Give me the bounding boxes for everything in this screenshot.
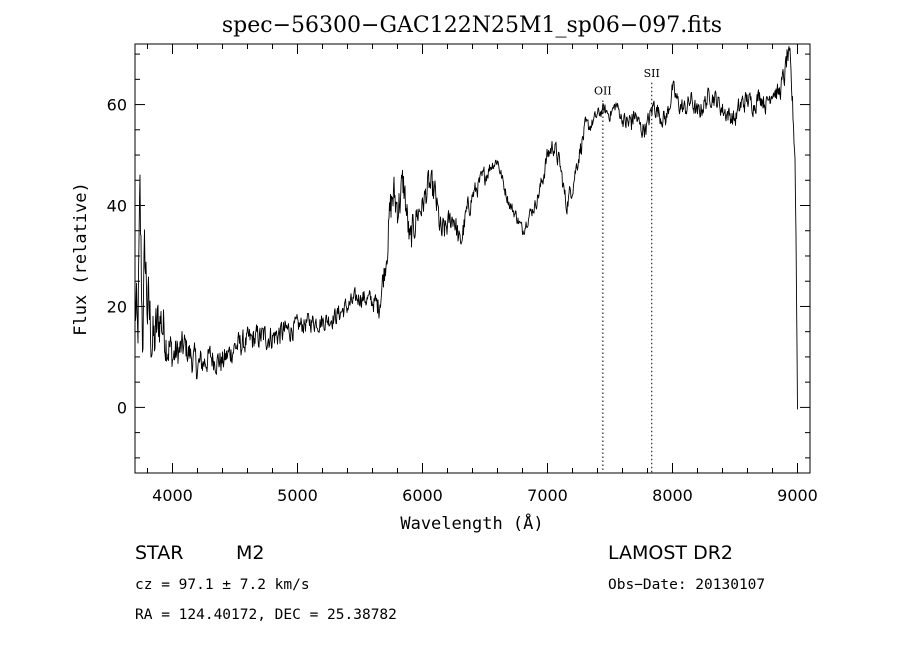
y-tick-label: 0 xyxy=(117,398,127,417)
emission-line-markers: OII SII xyxy=(594,67,660,473)
y-tick-label: 20 xyxy=(107,297,127,316)
coordinates-text: RA = 124.40172, DEC = 25.38782 xyxy=(135,607,397,623)
object-subclass: M2 xyxy=(236,542,264,564)
line-marker-label: SII xyxy=(644,67,660,80)
obs-date-text: Obs−Date: 20130107 xyxy=(608,577,765,593)
x-tick-label: 4000 xyxy=(152,486,193,505)
line-marker-label: OII xyxy=(594,84,612,97)
x-tick-label: 6000 xyxy=(402,486,443,505)
x-tick-label: 7000 xyxy=(527,486,568,505)
survey-name: LAMOST DR2 xyxy=(608,542,733,564)
y-axis-label: Flux (relative) xyxy=(71,182,91,336)
x-tick-label: 8000 xyxy=(652,486,693,505)
x-tick-label: 9000 xyxy=(777,486,818,505)
x-axis-ticks xyxy=(147,44,798,473)
y-axis-tick-labels: 0 20 40 60 xyxy=(107,96,127,418)
redshift-text: cz = 97.1 ± 7.2 km/s xyxy=(135,577,310,593)
chart-title: spec−56300−GAC122N25M1_sp06−097.fits xyxy=(222,13,722,38)
y-axis-ticks xyxy=(135,53,810,459)
x-tick-label: 5000 xyxy=(277,486,318,505)
plot-frame xyxy=(134,43,811,474)
y-tick-label: 40 xyxy=(107,197,127,216)
x-axis-tick-labels: 4000 5000 6000 7000 8000 9000 xyxy=(152,486,818,505)
object-class: STAR xyxy=(135,542,183,564)
spectrum-line xyxy=(134,46,798,410)
x-axis-label: Wavelength (Å) xyxy=(400,512,543,534)
y-tick-label: 60 xyxy=(107,96,127,115)
